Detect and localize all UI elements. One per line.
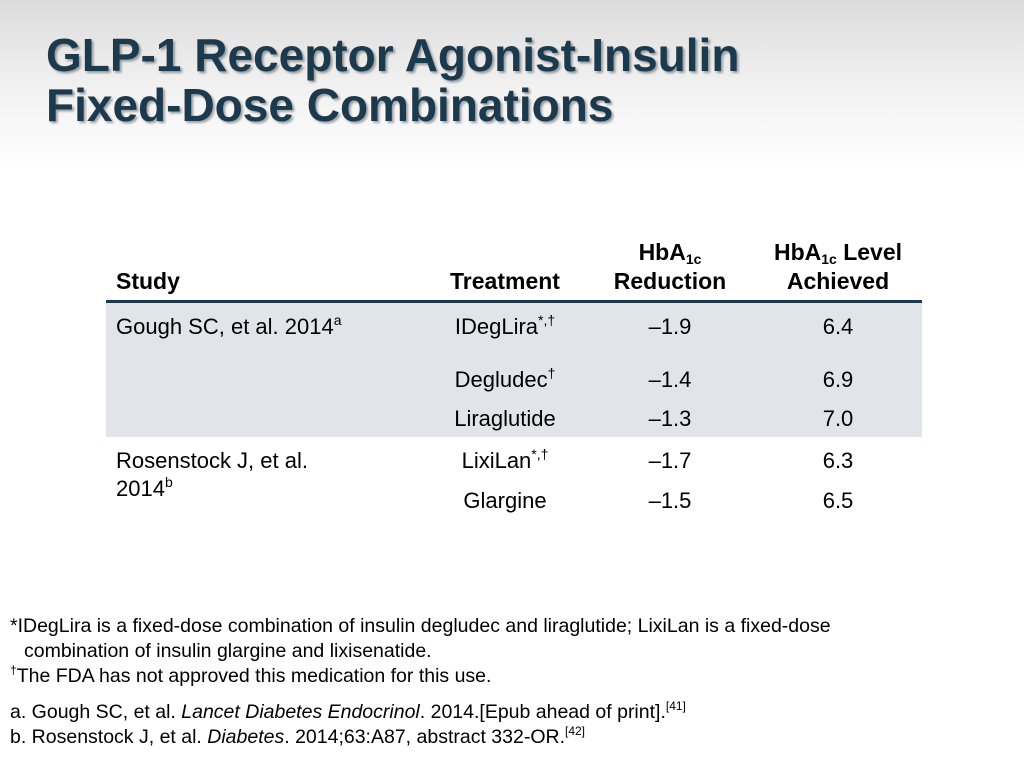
reference-a: a. Gough SC, et al. Lancet Diabetes Endo… — [10, 699, 686, 723]
table-header: Study Treatment HbA1c Reduction HbA1c Le… — [106, 230, 922, 303]
header-study: Study — [116, 268, 180, 294]
hba1c-reduction: –1.4 — [648, 367, 692, 392]
hba1c-level: 6.3 — [822, 448, 854, 473]
study-name: Rosenstock J, et al. 2014b — [116, 448, 308, 501]
slide-title: GLP-1 Receptor Agonist-Insulin Fixed-Dos… — [46, 30, 739, 130]
footnote-dagger: †The FDA has not approved this medicatio… — [10, 663, 492, 687]
footnote-asterisk-line-2: combination of insulin glargine and lixi… — [24, 640, 432, 662]
hba1c-reduction: –1.7 — [648, 448, 692, 473]
treatment-name: Liraglutide — [454, 406, 556, 431]
study-group-rosenstock: Rosenstock J, et al. 2014b LixiLan*,† –1… — [106, 437, 922, 527]
hba1c-level: 6.5 — [822, 488, 854, 513]
header-hba1c-reduction: HbA1c Reduction — [613, 239, 727, 294]
hba1c-level: 6.4 — [822, 314, 854, 339]
reference-b: b. Rosenstock J, et al. Diabetes. 2014;6… — [10, 724, 586, 748]
treatment-name: Glargine — [463, 488, 547, 513]
footnote-asterisk-line-1: *IDegLira is a fixed-dose combination of… — [10, 615, 831, 637]
header-treatment: Treatment — [450, 268, 560, 294]
hba1c-level: 7.0 — [822, 406, 854, 431]
study-name: Gough SC, et al. 2014a — [116, 312, 342, 339]
hba1c-level: 6.9 — [822, 367, 854, 392]
treatment-name: IDegLira*,† — [454, 312, 556, 339]
treatment-name: Degludec† — [454, 365, 556, 392]
hba1c-reduction: –1.5 — [648, 488, 692, 513]
footnotes: *IDegLira is a fixed-dose combination of… — [10, 614, 1010, 750]
results-table: Study Treatment HbA1c Reduction HbA1c Le… — [106, 230, 922, 527]
slide-title-line-2: Fixed-Dose Combinations — [46, 79, 614, 131]
hba1c-reduction: –1.9 — [648, 314, 692, 339]
treatment-name: LixiLan*,† — [461, 446, 549, 473]
hba1c-reduction: –1.3 — [648, 406, 692, 431]
header-hba1c-level: HbA1c Level Achieved — [773, 239, 903, 294]
study-group-gough: Gough SC, et al. 2014a IDegLira*,† –1.9 … — [106, 303, 922, 437]
slide-title-line-1: GLP-1 Receptor Agonist-Insulin — [46, 29, 740, 81]
